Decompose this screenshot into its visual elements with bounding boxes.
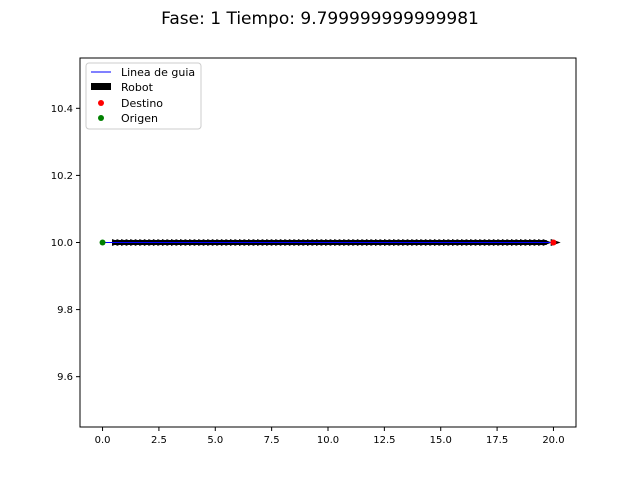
x-tick-label: 2.5 [151,435,167,446]
destination-point [550,239,557,246]
y-tick-label: 9.6 [57,372,73,383]
legend-guide-line-label: Linea de guia [121,66,195,79]
y-tick-label: 10.2 [51,171,73,182]
origin-point [99,239,106,246]
legend-destination-label: Destino [121,97,163,110]
y-axis: 9.6 9.8 10.0 10.2 10.4 [51,104,80,383]
chart-title: Fase: 1 Tiempo: 9.799999999999981 [161,9,479,29]
x-tick-label: 20.0 [542,435,564,446]
x-tick-label: 0.0 [95,435,111,446]
legend-destination-marker [98,100,104,106]
x-axis: 0.0 2.5 5.0 7.5 10.0 12.5 15.0 17.5 20.0 [95,427,565,446]
y-tick-label: 10.4 [51,104,73,115]
legend-box [85,62,202,130]
legend-robot-marker [91,83,111,90]
x-tick-label: 17.5 [486,435,508,446]
y-tick-label: 10.0 [51,238,73,249]
x-tick-label: 7.5 [264,435,280,446]
legend-origin-marker [98,115,104,121]
plot-area [99,239,561,246]
x-tick-label: 10.0 [317,435,339,446]
x-tick-label: 15.0 [430,435,452,446]
x-tick-label: 12.5 [373,435,395,446]
legend: Linea de guia Robot Destino Origen [85,62,202,130]
legend-robot-label: Robot [121,81,154,94]
x-tick-label: 5.0 [207,435,223,446]
legend-origin-label: Origen [121,112,158,125]
y-tick-label: 9.8 [57,305,73,316]
